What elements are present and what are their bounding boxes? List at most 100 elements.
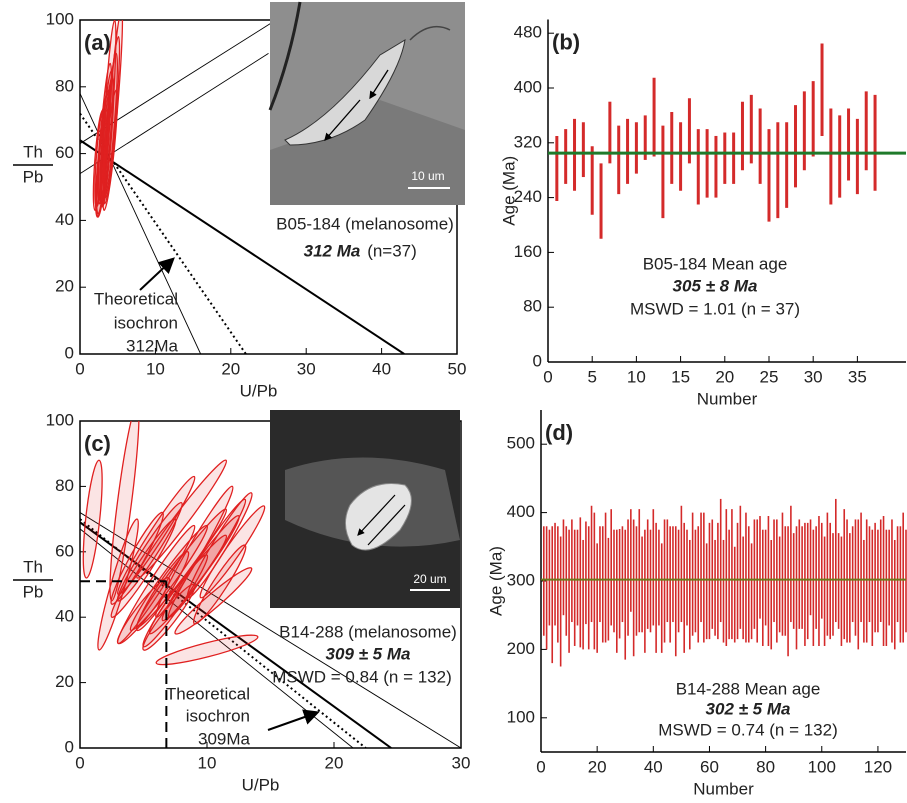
x-tick-label: 120	[864, 757, 892, 776]
error-ellipse	[116, 577, 171, 645]
y-tick-label: 60	[55, 143, 74, 162]
x-tick-label: 20	[588, 757, 607, 776]
isochron-label: Theoretical	[166, 684, 250, 703]
x-tick-label: 50	[448, 359, 467, 378]
panel-label: (c)	[84, 431, 111, 456]
y-tick-label: 80	[523, 297, 542, 316]
panel	[79, 19, 458, 355]
error-ellipse	[161, 515, 240, 622]
error-ellipse	[97, 62, 113, 205]
y-tick-label: 500	[507, 434, 535, 453]
sample-label: B14-288 Mean age	[676, 679, 821, 698]
age-label: 312 Ma	[304, 241, 361, 260]
error-ellipse	[116, 475, 196, 596]
error-ellipse	[102, 89, 119, 212]
error-ellipse	[82, 459, 103, 579]
x-tick-label: 0	[543, 367, 552, 386]
y-axis-label-den: Pb	[23, 582, 44, 601]
y-tick-label: 60	[55, 541, 74, 560]
y-tick-label: 0	[65, 737, 74, 756]
mswd-label: MSWD = 1.01 (n = 37)	[630, 299, 800, 318]
sample-label: B14-288 (melanosome)	[279, 622, 457, 641]
isochron-line	[80, 139, 405, 354]
mean-label: 305 ± 8 Ma	[673, 276, 758, 295]
y-tick-label: 200	[507, 639, 535, 658]
y-tick-label: 480	[514, 23, 542, 42]
x-tick-label: 40	[372, 359, 391, 378]
y-tick-label: 100	[46, 410, 74, 429]
panel-label: (b)	[552, 29, 580, 54]
clip-group	[80, 20, 405, 354]
mswd-label: MSWD = 0.74 (n = 132)	[658, 720, 838, 739]
y-axis-label-den: Pb	[23, 167, 44, 186]
x-tick-label: 25	[760, 367, 779, 386]
inset-image-c	[270, 410, 460, 608]
x-tick-label: 100	[808, 757, 836, 776]
mswd-label: MSWD = 0.84 (n = 132)	[272, 667, 452, 686]
x-tick-label: 10	[627, 367, 646, 386]
n-label: (n=37)	[367, 241, 417, 260]
isochron-line	[80, 512, 461, 748]
data-layer	[79, 19, 907, 753]
arrow	[267, 709, 320, 731]
error-ellipse	[155, 634, 259, 666]
scale-label: 20 um	[413, 572, 446, 586]
x-tick-label: 20	[715, 367, 734, 386]
arrow	[139, 257, 175, 291]
x-tick-label: 10	[198, 753, 217, 772]
x-tick-label: 80	[756, 757, 775, 776]
x-tick-label: 60	[700, 757, 719, 776]
x-tick-label: 30	[297, 359, 316, 378]
panel-label: (d)	[545, 420, 573, 445]
y-tick-label: 80	[55, 476, 74, 495]
x-axis-label: U/Pb	[242, 775, 280, 794]
isochron-label: Theoretical	[94, 289, 178, 308]
x-tick-label: 30	[804, 367, 823, 386]
y-axis-label-num: Th	[23, 557, 43, 576]
sample-label: B05-184 Mean age	[643, 254, 788, 273]
error-ellipse	[199, 505, 266, 599]
x-tick-label: 15	[671, 367, 690, 386]
x-tick-label: 20	[325, 753, 344, 772]
y-axis-label: Age (Ma)	[499, 156, 518, 226]
x-tick-label: 0	[75, 359, 84, 378]
error-ellipse	[142, 583, 196, 651]
x-axis-label: U/Pb	[240, 381, 278, 400]
x-tick-label: 5	[587, 367, 596, 386]
panel	[540, 410, 907, 753]
x-tick-label: 30	[452, 753, 471, 772]
isochron-line	[80, 112, 247, 354]
y-tick-label: 40	[55, 607, 74, 626]
y-tick-label: 100	[507, 707, 535, 726]
x-tick-label: 0	[536, 757, 545, 776]
y-tick-label: 160	[514, 242, 542, 261]
x-tick-label: 10	[146, 359, 165, 378]
y-tick-label: 400	[514, 77, 542, 96]
sample-label: B05-184 (melanosome)	[276, 214, 454, 233]
y-tick-label: 0	[65, 343, 74, 362]
age-label: 309 ± 5 Ma	[326, 644, 411, 663]
x-tick-label: 0	[75, 753, 84, 772]
isochron-label: 312Ma	[126, 336, 179, 355]
panel-label: (a)	[84, 30, 111, 55]
y-tick-label: 40	[55, 210, 74, 229]
isochron-label: isochron	[186, 706, 250, 725]
isochron-label: 309Ma	[198, 729, 251, 748]
y-axis-label: Age (Ma)	[486, 546, 505, 616]
error-ellipse	[94, 106, 107, 208]
x-tick-label: 35	[848, 367, 867, 386]
x-tick-label: 40	[644, 757, 663, 776]
y-tick-label: 320	[514, 132, 542, 151]
y-tick-label: 0	[533, 351, 542, 370]
panel	[547, 19, 906, 363]
inset-image-a	[268, 1, 465, 205]
insets	[139, 1, 465, 731]
error-ellipse	[174, 567, 253, 635]
y-tick-label: 80	[55, 76, 74, 95]
text-layer: 0 10 20 30 40 50020406080100(a)U/PbThPbB05-18…	[13, 9, 892, 798]
y-tick-label: 300	[507, 570, 535, 589]
y-tick-label: 20	[55, 672, 74, 691]
y-tick-label: 240	[514, 187, 542, 206]
